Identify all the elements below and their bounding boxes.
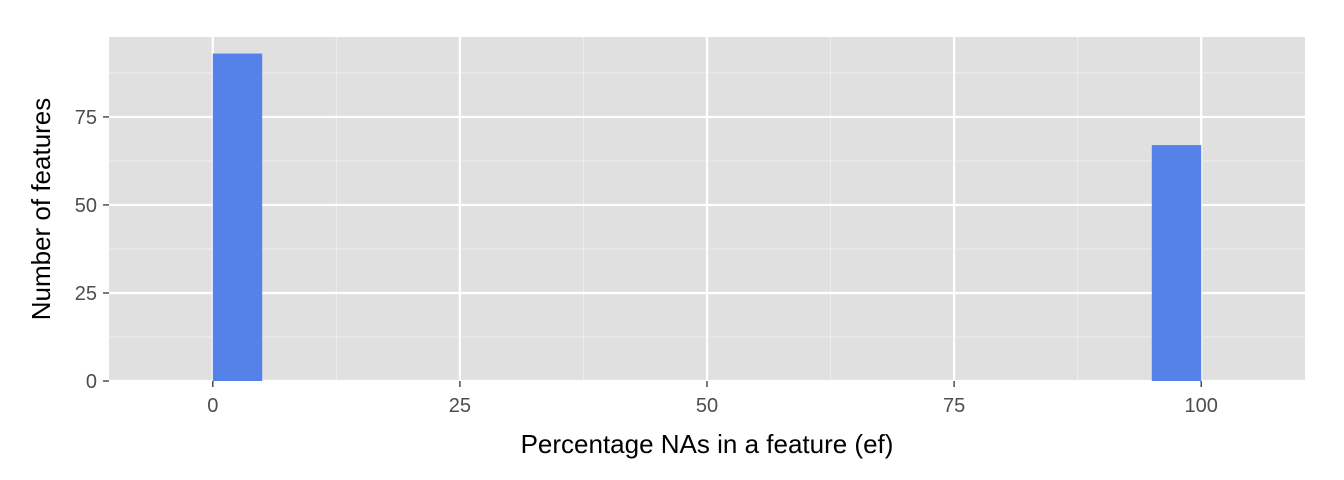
y-tick-label: 25 [75, 283, 97, 305]
x-axis-title: Percentage NAs in a feature (ef) [521, 429, 894, 459]
y-axis-ticks: 0 25 50 75 [75, 107, 109, 393]
y-tick-label: 50 [75, 195, 97, 217]
y-axis-title: Number of features [26, 98, 56, 321]
x-tick-label: 50 [696, 395, 718, 417]
y-tick-label: 75 [75, 107, 97, 129]
x-tick-label: 75 [943, 395, 965, 417]
x-tick-label: 100 [1185, 395, 1218, 417]
x-axis-ticks: 0 25 50 75 100 [207, 381, 1218, 417]
bars [212, 53, 1202, 382]
x-tick-label: 0 [207, 395, 218, 417]
x-tick-label: 25 [449, 395, 471, 417]
histogram-bar [212, 53, 263, 382]
y-tick-label: 0 [86, 371, 97, 393]
histogram-bar [1151, 145, 1202, 381]
